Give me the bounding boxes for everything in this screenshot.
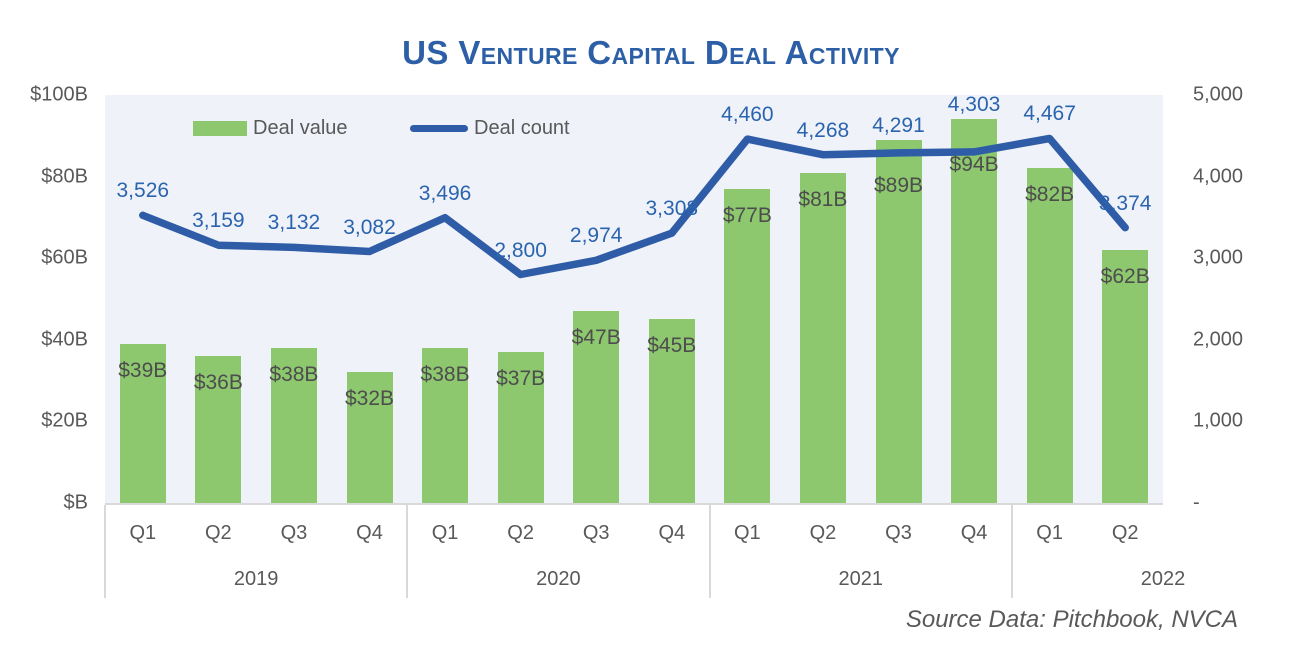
quarter-label-2019-Q1: Q1 — [129, 522, 157, 544]
quarter-label-2019-Q3: Q3 — [280, 522, 308, 544]
quarter-label-2020-Q1: Q1 — [431, 522, 459, 544]
legend-item-deal-value: Deal value — [193, 115, 348, 141]
bar-2020-Q2 — [497, 352, 544, 503]
year-divider — [708, 505, 711, 598]
bar-2020-Q1 — [422, 347, 469, 503]
right-axis-tick: 5,000 — [1193, 83, 1244, 106]
bar-value-label: $38B — [420, 362, 470, 386]
quarter-label-2021-Q4: Q4 — [960, 522, 988, 544]
bar-value-label: $32B — [344, 387, 395, 411]
deal-count-point-label: 4,460 — [721, 103, 774, 127]
deal-count-point-label: 2,800 — [494, 238, 547, 262]
quarter-label-2021-Q2: Q2 — [809, 522, 837, 544]
right-axis-tick: 4,000 — [1193, 165, 1244, 188]
bar-2020-Q4 — [648, 319, 695, 503]
deal-count-point-label: 2,974 — [569, 224, 623, 248]
bar-value-label: $81B — [798, 187, 848, 211]
year-label-2019: 2019 — [233, 568, 279, 590]
right-axis-tick: 1,000 — [1193, 409, 1244, 432]
bar-value-label: $89B — [873, 173, 924, 197]
bar-value-label: $77B — [722, 203, 772, 227]
quarter-label-2020-Q2: Q2 — [507, 522, 534, 544]
bar-2021-Q2 — [799, 172, 846, 503]
legend-deal-value-label: Deal value — [253, 116, 348, 139]
bar-2020-Q3 — [573, 311, 620, 503]
bar-value-label: $94B — [949, 153, 999, 177]
left-axis-tick: $100B — [30, 83, 88, 106]
deal-count-swatch-icon — [410, 124, 468, 132]
deal-count-point-label: 3,374 — [1098, 191, 1152, 215]
bar-2019-Q3 — [270, 347, 317, 503]
left-axis-tick: $40B — [41, 328, 88, 351]
deal-count-point-label: 3,132 — [267, 211, 321, 235]
left-axis-tick: $B — [63, 491, 88, 514]
legend-deal-count-label: Deal count — [474, 116, 570, 139]
deal-value-swatch-icon — [193, 120, 247, 136]
left-axis-tick: $20B — [41, 409, 88, 432]
left-axis-tick: $60B — [41, 246, 88, 269]
deal-count-point-label: 3,496 — [418, 181, 472, 205]
deal-count-point-label: 3,526 — [116, 179, 170, 203]
chart-title: US Venture Capital Deal Activity — [402, 34, 900, 71]
bar-2019-Q1 — [119, 343, 166, 503]
deal-count-point-label: 4,291 — [872, 113, 925, 137]
bar-value-label: $38B — [269, 362, 319, 386]
bar-2021-Q1 — [724, 188, 771, 503]
plot-area: Deal value Deal count $39B 3,526 $36B 3,159… — [105, 93, 1163, 503]
bar-value-label: $39B — [118, 358, 168, 382]
deal-count-point-label: 3,308 — [645, 197, 699, 221]
right-axis-tick: 3,000 — [1193, 246, 1244, 269]
quarter-label-2022-Q2: Q2 — [1111, 522, 1139, 544]
bar-value-label: $45B — [647, 334, 697, 358]
bar-value-label: $82B — [1025, 183, 1075, 207]
category-axis: Q1 Q2 Q3 Q4 Q1 Q2 Q3 Q4 Q1 Q2 Q3 Q4 Q1 Q2 2019 2020 2021… — [104, 503, 1185, 605]
left-value-axis: $100B $80B $60B $40B $20B $B — [0, 84, 88, 514]
year-label-2022: 2022 — [1140, 568, 1186, 590]
year-divider — [406, 505, 409, 598]
year-label-2021: 2021 — [838, 568, 883, 590]
bar-value-label: $47B — [571, 326, 621, 350]
deal-count-line — [139, 134, 1129, 279]
quarter-label-2020-Q4: Q4 — [658, 522, 686, 544]
quarter-label-2019-Q2: Q2 — [205, 522, 232, 544]
left-axis-tick: $80B — [41, 165, 88, 188]
quarter-label-2019-Q4: Q4 — [356, 522, 383, 544]
bar-2022-Q1 — [1026, 168, 1073, 503]
source-note: Source Data: Pitchbook, NVCA — [905, 606, 1238, 633]
bar-value-label: $37B — [496, 367, 546, 391]
deal-count-point-label: 4,467 — [1023, 102, 1076, 126]
year-divider — [104, 505, 106, 598]
bar-value-label: $62B — [1100, 265, 1150, 289]
right-axis-tick: - — [1193, 491, 1200, 514]
bar-2019-Q2 — [195, 356, 242, 503]
deal-count-point-label: 3,159 — [192, 209, 245, 233]
deal-count-point-label: 4,303 — [947, 93, 1001, 117]
quarter-label-2020-Q3: Q3 — [582, 522, 610, 544]
quarter-label-2021-Q3: Q3 — [885, 522, 912, 544]
quarter-label-2022-Q1: Q1 — [1036, 522, 1063, 544]
right-axis-tick: 2,000 — [1193, 328, 1244, 351]
bar-2022-Q2 — [1102, 250, 1149, 503]
bar-value-label: $36B — [193, 371, 243, 395]
bar-2019-Q4 — [346, 372, 393, 503]
right-value-axis: 5,000 4,000 3,000 2,000 1,000 - — [1193, 84, 1293, 514]
deal-count-point-label: 3,082 — [343, 215, 396, 239]
legend-item-deal-count: Deal count — [410, 115, 570, 141]
quarter-label-2021-Q1: Q1 — [734, 522, 761, 544]
deal-count-point-label: 4,268 — [796, 118, 850, 142]
year-label-2020: 2020 — [536, 568, 581, 590]
year-divider — [1010, 505, 1013, 598]
